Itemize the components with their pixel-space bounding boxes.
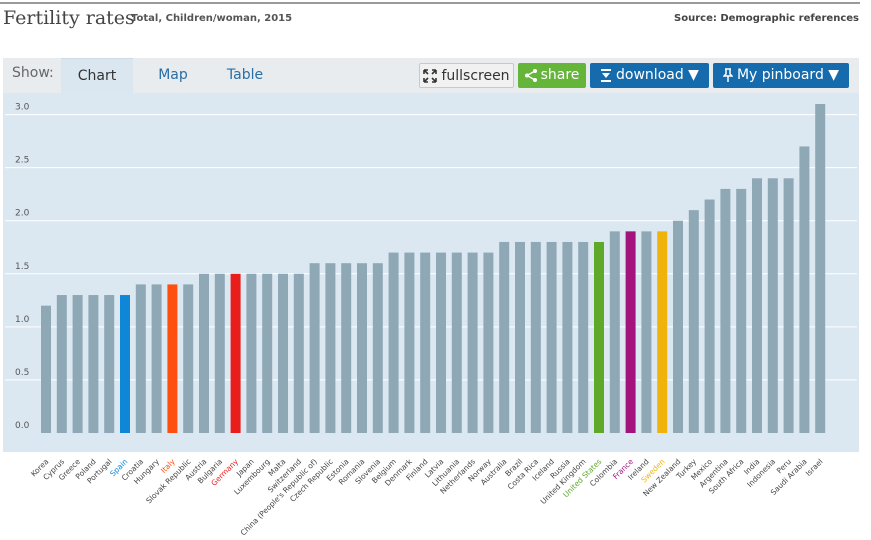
bar (151, 284, 162, 433)
y-tick-label: 1.5 (15, 262, 29, 272)
bar (515, 241, 525, 433)
bar (420, 252, 431, 433)
bar (609, 231, 620, 433)
bar (167, 284, 178, 433)
bar (546, 241, 557, 433)
bar (562, 241, 573, 433)
y-tick-label: 2.5 (15, 156, 29, 166)
bar (404, 252, 415, 433)
bar (262, 273, 273, 433)
bar (135, 284, 146, 433)
bar (578, 241, 589, 433)
bar (56, 295, 67, 433)
bar (530, 241, 541, 433)
bar (799, 146, 810, 434)
share-icon (524, 69, 537, 82)
bar (783, 178, 794, 433)
share-button[interactable]: share (518, 63, 586, 88)
bar (246, 273, 257, 433)
bar (483, 252, 494, 433)
y-tick-label: 0.5 (15, 368, 29, 378)
pinboard-label: My pinboard ▼ (736, 67, 840, 83)
pinboard-button[interactable]: My pinboard ▼ (713, 63, 849, 88)
bar (720, 188, 731, 433)
page-title: Fertility rates (3, 7, 135, 29)
chart-subtitle: Total, Children/woman, 2015 (131, 13, 293, 24)
bar (688, 210, 699, 433)
bar (372, 263, 383, 433)
bar (467, 252, 478, 433)
bar (752, 178, 762, 433)
tab-map[interactable]: Map (158, 67, 188, 83)
bar (104, 295, 115, 433)
bar (230, 273, 241, 433)
bar (436, 252, 446, 433)
bar (199, 273, 209, 433)
bar (657, 231, 668, 433)
bar (72, 295, 83, 433)
bar (325, 263, 336, 433)
bar (357, 263, 367, 433)
bar (499, 241, 510, 433)
download-icon (601, 69, 612, 82)
source-note: Source: Demographic references (674, 13, 859, 24)
bar (673, 220, 683, 433)
expand-icon (423, 69, 438, 83)
download-button[interactable]: download ▼ (590, 63, 709, 88)
tab-table[interactable]: Table (226, 67, 264, 83)
y-tick-label: 1.0 (15, 315, 30, 325)
y-tick-label: 3.0 (15, 103, 30, 113)
y-tick-label: 0.0 (15, 421, 30, 431)
pin-icon (722, 68, 734, 82)
fullscreen-button[interactable]: fullscreen (419, 63, 514, 88)
bar (309, 263, 320, 433)
bar (815, 104, 826, 433)
bar (341, 263, 352, 433)
bar (214, 273, 225, 433)
bar (767, 178, 778, 433)
fullscreen-label: fullscreen (441, 68, 510, 84)
bar (88, 295, 99, 433)
download-label: download ▼ (616, 67, 699, 83)
bar (625, 231, 636, 433)
bar (451, 252, 462, 433)
bar (293, 273, 304, 433)
y-tick-label: 2.0 (15, 209, 30, 219)
header-rule (0, 2, 860, 4)
bar (704, 199, 715, 433)
show-label: Show: (12, 65, 54, 81)
tab-chart[interactable]: Chart (61, 58, 133, 94)
toolbar: Show: Chart Map Table fullscreen share d… (3, 58, 859, 94)
bar (120, 295, 130, 433)
bar (278, 273, 288, 433)
bar (183, 284, 194, 433)
bar (736, 188, 747, 433)
x-tick-label: Israel (804, 457, 825, 478)
bar (388, 252, 399, 433)
bar (641, 231, 652, 433)
bar (41, 305, 51, 433)
bar (594, 241, 604, 433)
share-label: share (540, 67, 580, 83)
